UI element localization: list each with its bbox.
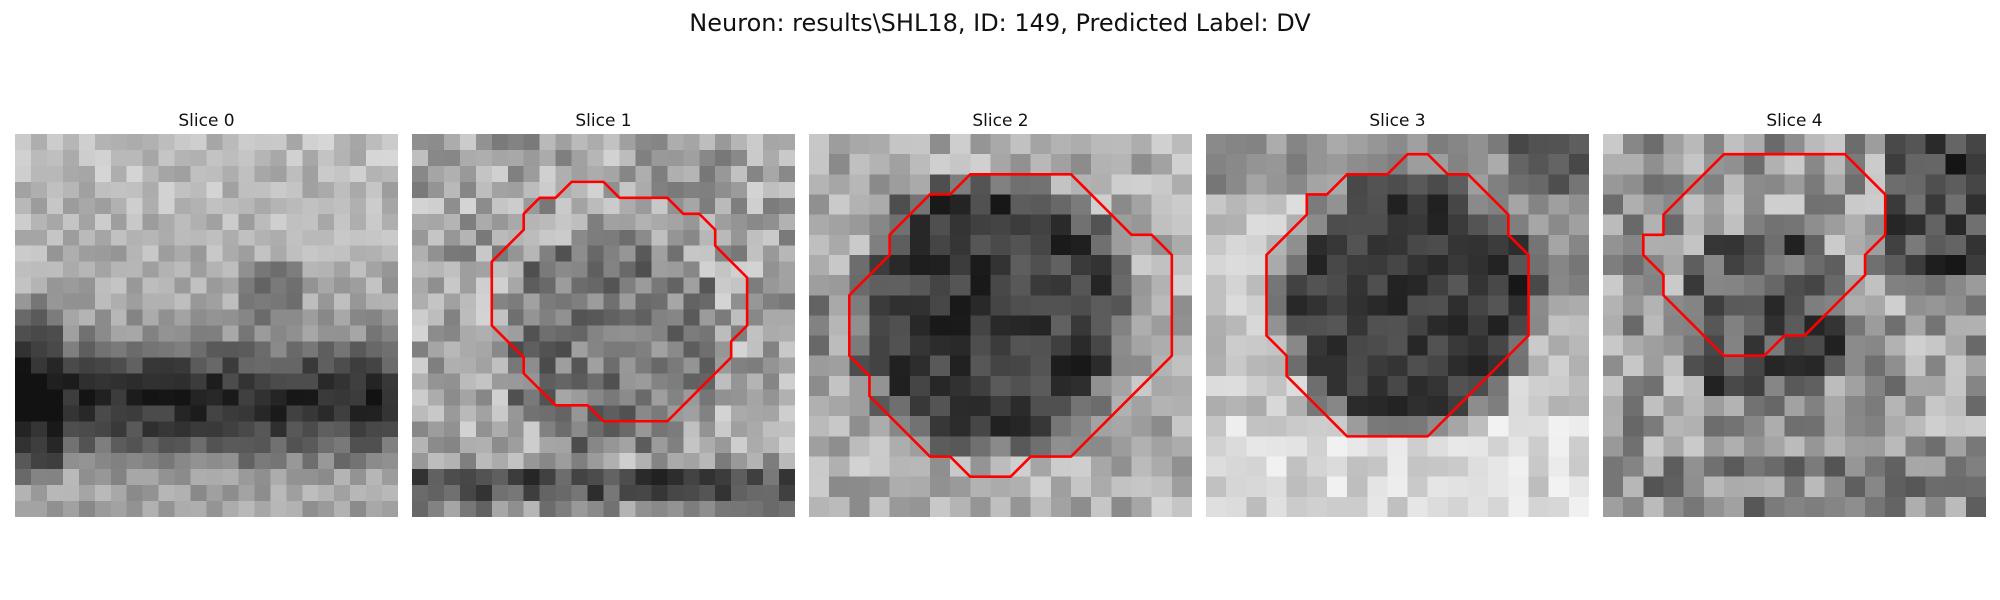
slice-image-1 — [412, 134, 795, 517]
slice-title: Slice 1 — [575, 111, 632, 131]
slice-overlay-2 — [848, 173, 1174, 478]
slice-overlay-1 — [490, 180, 749, 423]
slice-image-0 — [15, 134, 398, 517]
slice-image-4 — [1603, 134, 1986, 517]
slice-overlay-0 — [15, 134, 398, 517]
slice-overlay-4 — [1642, 152, 1887, 358]
roi-contour — [848, 173, 1174, 478]
roi-contour — [1642, 152, 1887, 358]
roi-contour — [490, 180, 749, 423]
slice-image-3 — [1206, 134, 1589, 517]
slice-overlay-3 — [1265, 152, 1530, 438]
slice-title: Slice 4 — [1766, 111, 1823, 131]
slice-title: Slice 3 — [1369, 111, 1426, 131]
slice-title: Slice 2 — [972, 111, 1029, 131]
figure-title: Neuron: results\SHL18, ID: 149, Predicte… — [689, 9, 1311, 37]
slice-title: Slice 0 — [178, 111, 235, 131]
slice-image-2 — [809, 134, 1192, 517]
roi-contour — [1265, 152, 1530, 438]
